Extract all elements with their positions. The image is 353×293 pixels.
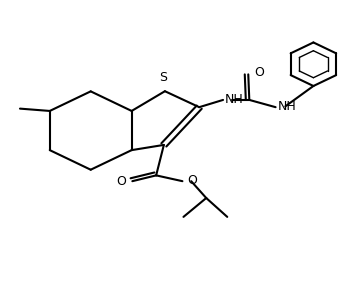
Text: NH: NH (225, 93, 244, 106)
Text: O: O (116, 175, 126, 188)
Text: O: O (188, 174, 198, 187)
Text: S: S (159, 71, 167, 84)
Text: O: O (255, 67, 264, 79)
Text: NH: NH (278, 100, 297, 113)
